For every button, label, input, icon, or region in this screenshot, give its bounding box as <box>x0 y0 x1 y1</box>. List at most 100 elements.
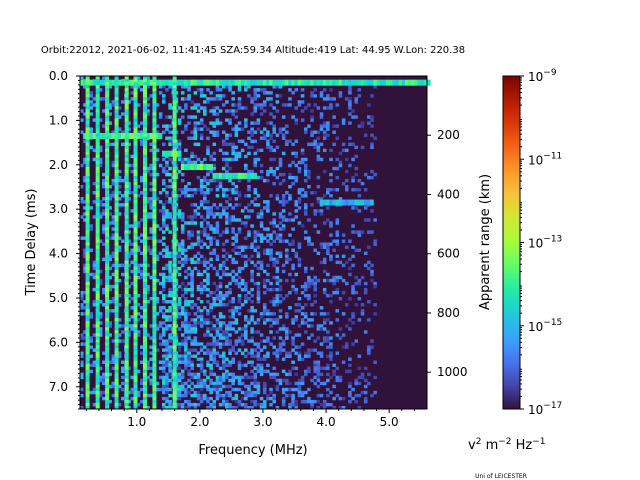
harmonic-line-cell <box>105 230 110 234</box>
harmonic-line-cell <box>152 327 157 331</box>
heatmap-cell <box>130 85 135 89</box>
heatmap-cell <box>313 142 317 147</box>
heatmap-cell <box>225 212 229 216</box>
heatmap-cell <box>225 118 229 122</box>
harmonic-line-cell <box>172 321 177 325</box>
heatmap-cell <box>247 290 251 295</box>
harmonic-line-cell <box>95 269 100 274</box>
heatmap-cell <box>206 172 210 177</box>
harmonic-line-cell <box>114 209 119 213</box>
harmonic-line-cell <box>142 290 147 295</box>
heatmap-cell <box>196 257 201 262</box>
heatmap-cell <box>272 263 276 268</box>
heatmap-cell <box>307 142 311 147</box>
heatmap-cell <box>269 97 273 101</box>
heatmap-cell <box>297 296 302 301</box>
harmonic-line-cell <box>85 85 90 89</box>
heatmap-cell <box>259 130 264 134</box>
harmonic-line-cell <box>105 375 110 380</box>
heatmap-cell <box>237 194 242 198</box>
heatmap-cell <box>199 300 204 304</box>
heatmap-cell <box>338 197 343 201</box>
heatmap-cell <box>180 215 185 219</box>
heatmap-cell <box>165 354 169 358</box>
harmonic-line-cell <box>114 127 119 131</box>
heatmap-cell <box>168 200 172 204</box>
heatmap-cell <box>316 106 321 110</box>
heatmap-cell <box>196 88 201 92</box>
harmonic-line-cell <box>85 148 90 153</box>
heatmap-cell <box>259 263 264 268</box>
heatmap-cell <box>313 339 317 343</box>
harmonic-line-cell <box>142 157 147 162</box>
harmonic-line-cell <box>124 309 129 313</box>
heatmap-cell <box>196 372 201 377</box>
heatmap-cell <box>168 272 172 277</box>
heatmap-cell <box>278 221 283 225</box>
heatmap-cell <box>269 287 273 292</box>
heatmap-cell <box>218 293 223 298</box>
harmonic-line-cell <box>105 76 110 80</box>
harmonic-line-cell <box>172 88 177 92</box>
heatmap-cell <box>180 360 185 364</box>
heatmap-cell <box>102 257 106 262</box>
harmonic-line-cell <box>133 284 138 289</box>
heatmap-cell <box>203 175 207 180</box>
heatmap-cell <box>288 218 292 222</box>
heatmap-cell <box>177 245 182 249</box>
heatmap-cell <box>367 260 371 265</box>
heatmap-cell <box>187 303 191 307</box>
harmonic-line-cell <box>172 309 177 313</box>
heatmap-cell <box>108 372 112 377</box>
heatmap-cell <box>168 106 172 110</box>
harmonic-line-cell <box>95 260 100 265</box>
harmonic-line-cell <box>105 227 110 231</box>
heatmap-cell <box>297 333 302 337</box>
heatmap-cell <box>266 263 270 268</box>
harmonic-line-cell <box>124 94 129 98</box>
harmonic-line-cell <box>105 275 110 280</box>
heatmap-cell <box>240 333 245 337</box>
harmonic-line-cell <box>152 330 157 334</box>
harmonic-line-cell <box>105 154 110 159</box>
harmonic-line-cell <box>152 91 157 95</box>
heatmap-cell <box>367 381 371 386</box>
heatmap-cell <box>136 124 141 128</box>
harmonic-line-cell <box>85 230 90 234</box>
heatmap-cell <box>250 306 254 310</box>
heatmap-cell <box>92 333 97 337</box>
harmonic-line-cell <box>85 118 90 122</box>
harmonic-line-cell <box>142 197 147 201</box>
heatmap-cell <box>177 266 182 271</box>
heatmap-cell <box>303 166 308 171</box>
heatmap-cell <box>98 148 103 153</box>
harmonic-line-cell <box>114 160 119 165</box>
echo-trace-cell <box>130 79 135 86</box>
heatmap-cell <box>285 387 289 392</box>
heatmap-cell <box>168 266 172 271</box>
heatmap-cell <box>259 312 264 316</box>
harmonic-line-cell <box>133 260 138 265</box>
heatmap-cell <box>206 191 210 195</box>
harmonic-line-cell <box>114 112 119 116</box>
heatmap-cell <box>206 260 210 265</box>
harmonic-line-cell <box>124 142 129 147</box>
heatmap-cell <box>316 393 321 398</box>
heatmap-cell <box>146 405 150 410</box>
heatmap-cell <box>117 245 122 249</box>
heatmap-cell <box>335 366 340 371</box>
heatmap-cell <box>225 218 229 222</box>
heatmap-cell <box>177 121 182 125</box>
harmonic-line-cell <box>105 369 110 374</box>
heatmap-cell <box>215 360 220 364</box>
harmonic-line-cell <box>133 145 138 150</box>
heatmap-cell <box>244 224 248 228</box>
heatmap-cell <box>332 275 336 280</box>
heatmap-cell <box>262 309 267 313</box>
heatmap-cell <box>127 184 131 189</box>
heatmap-cell <box>253 354 258 358</box>
heatmap-cell <box>278 348 283 352</box>
heatmap-cell <box>199 393 204 398</box>
heatmap-cell <box>269 233 273 237</box>
harmonic-line-cell <box>114 269 119 274</box>
